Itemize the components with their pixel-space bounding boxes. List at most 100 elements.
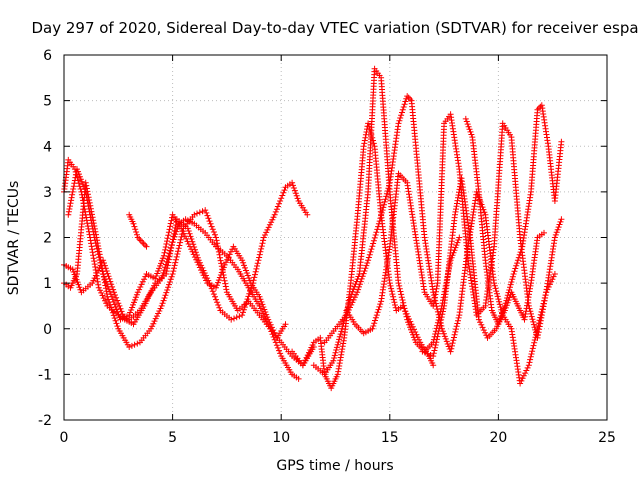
data-point-marker bbox=[383, 190, 390, 197]
data-point-marker bbox=[159, 300, 166, 307]
data-point-marker bbox=[399, 109, 405, 116]
data-point-marker bbox=[161, 249, 168, 256]
data-point-marker bbox=[246, 290, 253, 297]
data-point-marker bbox=[347, 304, 353, 311]
series-track-7 bbox=[310, 65, 463, 378]
data-point-marker bbox=[395, 280, 402, 287]
data-point-marker bbox=[432, 291, 439, 298]
data-point-marker bbox=[102, 297, 108, 304]
data-point-marker bbox=[213, 234, 219, 241]
data-point-marker bbox=[505, 297, 512, 304]
data-point-marker bbox=[398, 112, 405, 119]
data-point-marker bbox=[407, 324, 414, 331]
y-tick-label: 6 bbox=[43, 48, 52, 64]
data-point-marker bbox=[277, 198, 284, 204]
data-point-marker bbox=[447, 348, 454, 355]
data-point-marker bbox=[140, 240, 147, 247]
data-point-marker bbox=[199, 208, 206, 215]
data-point-marker bbox=[131, 223, 138, 230]
data-point-marker bbox=[336, 336, 343, 343]
data-point-marker bbox=[356, 281, 363, 288]
data-point-marker bbox=[430, 350, 437, 357]
data-point-marker bbox=[257, 296, 264, 303]
data-point-marker bbox=[202, 207, 209, 214]
data-point-marker bbox=[166, 253, 173, 260]
series-track-4 bbox=[65, 166, 289, 341]
data-point-marker bbox=[410, 331, 416, 338]
data-point-marker bbox=[309, 342, 316, 348]
data-point-marker bbox=[541, 300, 547, 307]
y-tick-labels: -2 -1 0 1 2 3 4 5 6 bbox=[38, 48, 52, 429]
data-point-marker bbox=[518, 246, 525, 253]
data-point-marker bbox=[206, 218, 213, 225]
data-point-marker bbox=[369, 134, 376, 141]
data-point-marker bbox=[386, 280, 393, 287]
data-point-marker bbox=[257, 248, 264, 255]
series-track-9 bbox=[343, 111, 565, 341]
data-point-marker bbox=[258, 243, 265, 250]
data-point-marker bbox=[193, 256, 200, 263]
data-point-marker bbox=[273, 206, 280, 213]
data-point-marker bbox=[183, 235, 190, 242]
data-point-marker bbox=[262, 232, 268, 238]
data-point-marker bbox=[525, 362, 532, 369]
data-point-marker bbox=[272, 208, 279, 215]
data-point-marker bbox=[368, 246, 375, 253]
data-point-marker bbox=[518, 377, 525, 384]
data-point-marker bbox=[254, 263, 260, 269]
data-point-marker bbox=[134, 340, 141, 347]
data-point-marker bbox=[165, 284, 172, 291]
data-point-marker bbox=[556, 221, 563, 228]
data-point-marker bbox=[465, 123, 472, 130]
data-point-marker bbox=[357, 278, 364, 285]
x-tick-label: 15 bbox=[381, 430, 399, 446]
data-point-marker bbox=[437, 319, 444, 326]
data-point-marker bbox=[215, 246, 222, 252]
data-point-marker bbox=[396, 117, 403, 124]
data-point-marker bbox=[396, 285, 403, 292]
data-point-marker bbox=[439, 311, 446, 318]
data-point-marker bbox=[389, 291, 396, 298]
data-point-marker bbox=[455, 314, 462, 321]
data-point-marker bbox=[150, 320, 157, 327]
data-point-marker bbox=[456, 234, 463, 241]
data-point-marker bbox=[383, 193, 390, 200]
data-point-marker bbox=[385, 185, 392, 192]
data-point-marker bbox=[214, 282, 220, 289]
data-point-marker bbox=[439, 308, 446, 315]
data-point-marker bbox=[240, 309, 246, 316]
data-point-marker bbox=[527, 356, 534, 363]
data-point-marker bbox=[176, 242, 183, 249]
data-point-marker bbox=[529, 316, 536, 323]
data-point-marker bbox=[81, 186, 88, 193]
data-point-marker bbox=[213, 237, 220, 244]
data-point-marker bbox=[491, 280, 498, 287]
data-point-marker bbox=[199, 269, 206, 276]
data-point-marker bbox=[466, 126, 473, 133]
data-point-marker bbox=[280, 189, 287, 196]
data-point-marker bbox=[467, 128, 474, 135]
data-point-marker bbox=[496, 301, 503, 308]
series-track-3 bbox=[61, 179, 311, 328]
data-point-marker bbox=[113, 320, 120, 327]
data-point-marker bbox=[111, 315, 118, 322]
data-point-marker bbox=[267, 321, 274, 328]
data-point-marker bbox=[96, 254, 103, 261]
data-point-marker bbox=[526, 359, 533, 366]
data-point-marker bbox=[402, 98, 409, 105]
data-point-marker bbox=[478, 321, 485, 328]
data-point-marker bbox=[372, 317, 378, 324]
data-point-marker bbox=[507, 284, 513, 291]
data-point-marker bbox=[205, 215, 212, 222]
data-point-marker bbox=[396, 282, 403, 289]
data-point-marker bbox=[173, 253, 180, 260]
data-point-marker bbox=[106, 288, 113, 295]
x-tick-labels: 0 5 10 15 20 25 bbox=[60, 430, 616, 446]
data-point-marker bbox=[163, 271, 170, 277]
data-point-marker bbox=[147, 325, 154, 332]
data-point-marker bbox=[142, 273, 149, 280]
data-point-marker bbox=[215, 277, 222, 284]
series-track-11 bbox=[462, 115, 547, 328]
data-point-marker bbox=[367, 248, 374, 255]
data-point-marker bbox=[160, 252, 167, 259]
